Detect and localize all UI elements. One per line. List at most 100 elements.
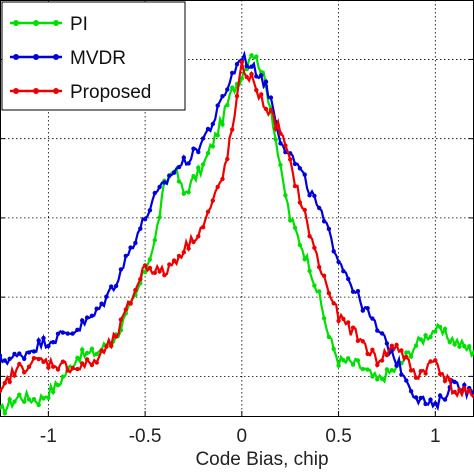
series-point-pi <box>41 396 45 400</box>
series-point-pi <box>230 85 234 89</box>
legend-marker-mid-proposed <box>33 88 39 94</box>
series-point-mvdr <box>235 62 239 66</box>
series-point-pi <box>216 133 220 137</box>
series-point-mvdr <box>186 161 190 165</box>
series-point-mvdr <box>254 74 258 78</box>
series-point-mvdr <box>346 277 350 281</box>
series-point-mvdr <box>453 380 457 384</box>
series-point-proposed <box>341 317 345 321</box>
series-point-proposed <box>75 367 79 371</box>
series-point-mvdr <box>0 353 2 357</box>
series-point-proposed <box>114 334 118 338</box>
series-point-pi <box>249 53 253 57</box>
series-point-proposed <box>162 273 166 277</box>
series-point-mvdr <box>230 71 234 75</box>
x-tick-label-3: 0 <box>237 426 248 447</box>
series-point-pi <box>336 363 340 367</box>
series-point-pi <box>385 367 389 371</box>
series-point-pi <box>322 316 326 320</box>
series-point-pi <box>274 137 278 141</box>
series-point-mvdr <box>124 254 128 258</box>
series-point-mvdr <box>399 372 403 376</box>
series-point-pi <box>22 400 26 404</box>
series-point-pi <box>196 166 200 170</box>
series-point-pi <box>341 358 345 362</box>
series-point-proposed <box>32 356 36 360</box>
series-point-pi <box>225 103 229 107</box>
series-point-pi <box>457 344 461 348</box>
series-point-mvdr <box>61 330 65 334</box>
series-point-proposed <box>433 358 437 362</box>
series-point-pi <box>312 283 316 287</box>
series-point-proposed <box>172 258 176 262</box>
series-point-proposed <box>245 75 249 79</box>
series-point-pi <box>191 174 195 178</box>
series-proposed <box>0 60 474 399</box>
series-point-pi <box>356 358 360 362</box>
series-point-proposed <box>327 291 331 295</box>
series-point-mvdr <box>128 245 132 249</box>
series-point-proposed <box>216 185 220 189</box>
series-point-proposed <box>211 198 215 202</box>
series-point-pi <box>51 390 55 394</box>
series-point-proposed <box>80 361 84 365</box>
series-point-mvdr <box>85 315 89 319</box>
series-point-mvdr <box>99 302 103 306</box>
series-point-pi <box>404 350 408 354</box>
series-point-mvdr <box>443 397 447 401</box>
series-point-proposed <box>361 339 365 343</box>
series-point-mvdr <box>249 65 253 69</box>
series-point-pi <box>443 327 447 331</box>
series-point-proposed <box>274 126 278 130</box>
series-point-mvdr <box>70 331 74 335</box>
series-point-mvdr <box>157 185 161 189</box>
series-point-mvdr <box>433 401 437 405</box>
series-point-proposed <box>419 369 423 373</box>
legend-marker-proposed <box>13 88 19 94</box>
series-point-mvdr <box>370 316 374 320</box>
series-point-pi <box>148 257 152 261</box>
series-point-mvdr <box>419 396 423 400</box>
series-point-pi <box>8 397 12 401</box>
series-point-proposed <box>95 360 99 364</box>
series-point-proposed <box>375 363 379 367</box>
series-point-proposed <box>293 184 297 188</box>
series-point-proposed <box>133 288 137 292</box>
series-point-pi <box>467 344 471 348</box>
series-point-mvdr <box>365 306 369 310</box>
series-point-mvdr <box>201 136 205 140</box>
series-point-mvdr <box>12 352 16 356</box>
series-point-pi <box>293 226 297 230</box>
series-point-proposed <box>225 157 229 161</box>
series-point-pi <box>453 342 457 346</box>
series-point-mvdr <box>220 94 224 98</box>
series-point-mvdr <box>66 331 70 335</box>
series-point-mvdr <box>37 338 41 342</box>
series-point-pi <box>375 377 379 381</box>
series-point-mvdr <box>269 95 273 99</box>
series-point-pi <box>380 377 384 381</box>
series-point-pi <box>303 257 307 261</box>
series-point-proposed <box>317 265 321 269</box>
series-point-proposed <box>220 177 224 181</box>
series-point-mvdr <box>148 208 152 212</box>
series-point-proposed <box>22 370 26 374</box>
series-point-mvdr <box>104 295 108 299</box>
series-point-mvdr <box>409 389 413 393</box>
series-point-proposed <box>365 352 369 356</box>
series-point-mvdr <box>114 284 118 288</box>
series-point-proposed <box>56 367 60 371</box>
series-point-mvdr <box>191 147 195 151</box>
series-point-mvdr <box>196 150 200 154</box>
series-point-proposed <box>3 381 7 385</box>
series-point-proposed <box>264 107 268 111</box>
series-point-mvdr <box>293 162 297 166</box>
series-point-mvdr <box>307 193 311 197</box>
series-point-mvdr <box>32 349 36 353</box>
series-point-mvdr <box>177 165 181 169</box>
series-point-proposed <box>322 274 326 278</box>
series-point-mvdr <box>438 393 442 397</box>
legend: PIMVDRProposed <box>2 2 185 110</box>
series-point-proposed <box>230 127 234 131</box>
series-point-pi <box>414 344 418 348</box>
